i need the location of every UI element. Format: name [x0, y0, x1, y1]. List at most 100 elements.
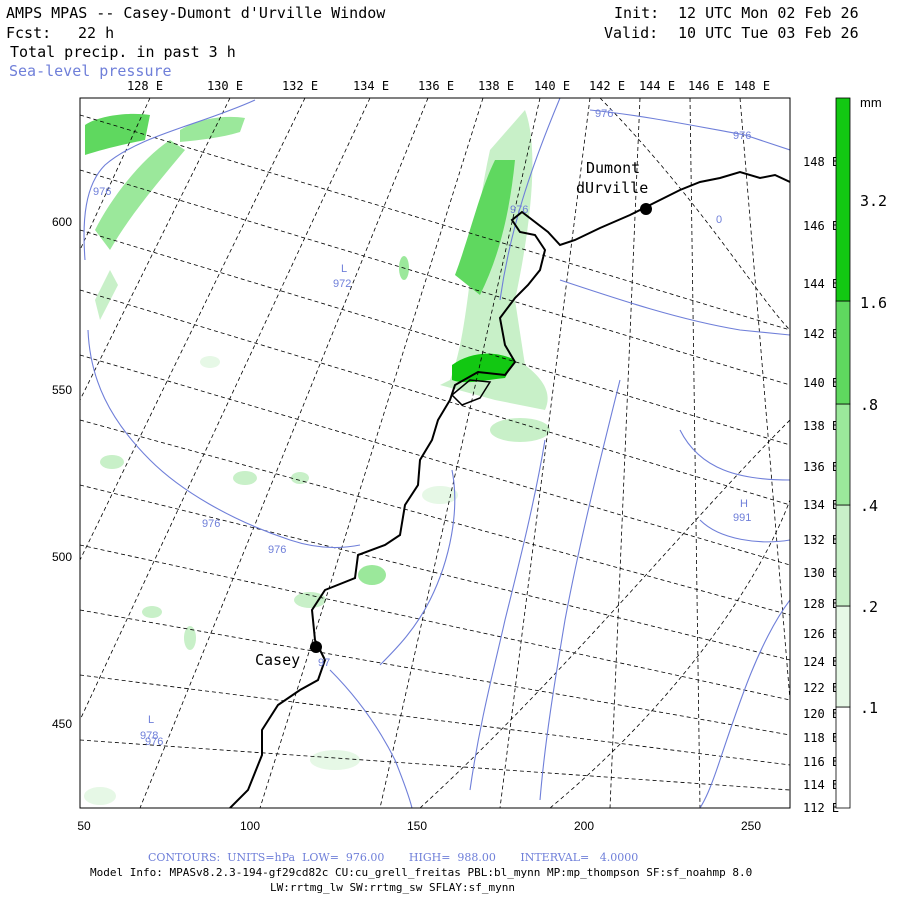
precip-cell	[291, 472, 309, 484]
precip-cell	[84, 787, 116, 805]
field-label: Total precip. in past 3 h	[10, 43, 236, 61]
forecast-label: Fcst:	[6, 24, 52, 42]
bottom-tick-label: 50	[77, 819, 91, 833]
grid-line	[549, 499, 790, 808]
grid-line	[739, 98, 790, 701]
model-info-physics: LW:rrtmg_lw SW:rrtmg_sw SFLAY:sf_mynn	[270, 881, 516, 894]
precip-cell	[100, 455, 124, 469]
station-casey: Casey	[255, 641, 322, 669]
left-tick-label: 450	[52, 717, 72, 731]
pressure-label: 97	[318, 657, 330, 669]
grid-line	[139, 98, 429, 808]
colorbar-unit: mm	[860, 95, 882, 110]
top-tick-label: 138 E	[478, 79, 514, 93]
valid-value: 10 UTC Tue 03 Feb 26	[678, 24, 859, 42]
grid-line	[259, 98, 484, 808]
colorbar-swatch	[835, 97, 851, 302]
pressure-contour	[679, 429, 790, 481]
precip-cell	[184, 626, 196, 650]
pressure-label: 972	[333, 278, 351, 290]
station-marker	[640, 203, 652, 215]
overlay-label: Sea-level pressure	[9, 62, 172, 80]
left-tick-label: 550	[52, 383, 72, 397]
pressure-contours	[83, 98, 790, 808]
right-tick-label: 140 E	[803, 376, 839, 390]
top-tick-label: 142 E	[589, 79, 625, 93]
right-tick-label: 132 E	[803, 533, 839, 547]
grid-line	[419, 419, 790, 808]
pressure-contour	[87, 329, 361, 548]
top-tick-label: 136 E	[418, 79, 454, 93]
colorbar-swatch	[835, 706, 851, 809]
bottom-tick-label: 150	[407, 819, 427, 833]
right-tick-label: 146 E	[803, 219, 839, 233]
station-marker	[310, 641, 322, 653]
map-frame	[79, 97, 791, 809]
grid-line	[379, 98, 541, 808]
coastline-island	[450, 379, 492, 406]
colorbar-labels: .1 .2 .4 .8 1.6 3.2	[860, 192, 887, 717]
grid-line	[80, 289, 790, 506]
pressure-label: 976	[202, 518, 220, 530]
model-info: Model Info: MPASv8.2.3-194-gf29cd82c CU:…	[90, 866, 753, 879]
low-marker: L	[148, 714, 154, 726]
grid-line	[80, 544, 790, 701]
right-tick-label: 142 E	[803, 327, 839, 341]
pressure-label: 976	[595, 108, 613, 120]
precip-shading	[84, 110, 550, 805]
high-marker: H	[740, 498, 748, 510]
right-tick-label: 122 E	[803, 681, 839, 695]
right-tick-label: 112 E	[803, 801, 839, 815]
colorbar-swatch	[835, 605, 851, 708]
station-name: Dumont	[586, 159, 640, 177]
grid-line	[80, 114, 790, 331]
precip-cell	[422, 486, 458, 504]
grid-line	[80, 98, 371, 721]
bottom-tick-label: 250	[741, 819, 761, 833]
left-tick-label: 500	[52, 550, 72, 564]
precip-area	[180, 116, 245, 142]
station-dumont-durville: Dumont dUrville	[576, 159, 652, 215]
precip-cell	[142, 606, 162, 618]
top-tick-label: 148 E	[734, 79, 770, 93]
colorbar-label: .8	[860, 396, 878, 414]
right-tick-label: 134 E	[803, 498, 839, 512]
colorbar-label: .1	[860, 699, 878, 717]
grid-line	[80, 169, 790, 386]
grid-line	[80, 98, 231, 401]
pressure-contour	[539, 379, 621, 801]
init-value: 12 UTC Mon 02 Feb 26	[678, 4, 859, 22]
right-tick-label: 138 E	[803, 419, 839, 433]
right-tick-label: 130 E	[803, 566, 839, 580]
pressure-label: 991	[733, 512, 751, 524]
pressure-contour	[589, 109, 790, 151]
right-tick-label: 120 E	[803, 707, 839, 721]
top-tick-label: 146 E	[688, 79, 724, 93]
grid-line	[80, 98, 306, 561]
bottom-tick-label: 200	[574, 819, 594, 833]
grid-line	[499, 98, 591, 808]
precip-area	[95, 140, 185, 250]
pressure-contour	[83, 99, 256, 261]
bottom-tick-label: 100	[240, 819, 260, 833]
top-tick-label: 140 E	[534, 79, 570, 93]
right-tick-label: 116 E	[803, 755, 839, 769]
pressure-contour	[699, 519, 790, 543]
bottom-axis: 50 100 150 200 250	[77, 819, 761, 833]
grid-line	[80, 674, 790, 766]
pressure-contour	[499, 98, 561, 301]
right-tick-label: 128 E	[803, 597, 839, 611]
right-tick-label: 136 E	[803, 460, 839, 474]
right-tick-label: 148 E	[803, 155, 839, 169]
pressure-contour	[699, 599, 790, 808]
pressure-label: 976	[268, 544, 286, 556]
pressure-contour	[329, 669, 413, 808]
pressure-label: 978	[140, 730, 158, 742]
precip-cell	[294, 592, 326, 608]
pressure-label: 976	[733, 130, 751, 142]
right-axis: 148 E 146 E 144 E 142 E 140 E 138 E 136 …	[803, 155, 839, 815]
right-tick-label: 118 E	[803, 731, 839, 745]
pressure-contour	[559, 279, 790, 336]
pressure-label: 976	[93, 186, 111, 198]
